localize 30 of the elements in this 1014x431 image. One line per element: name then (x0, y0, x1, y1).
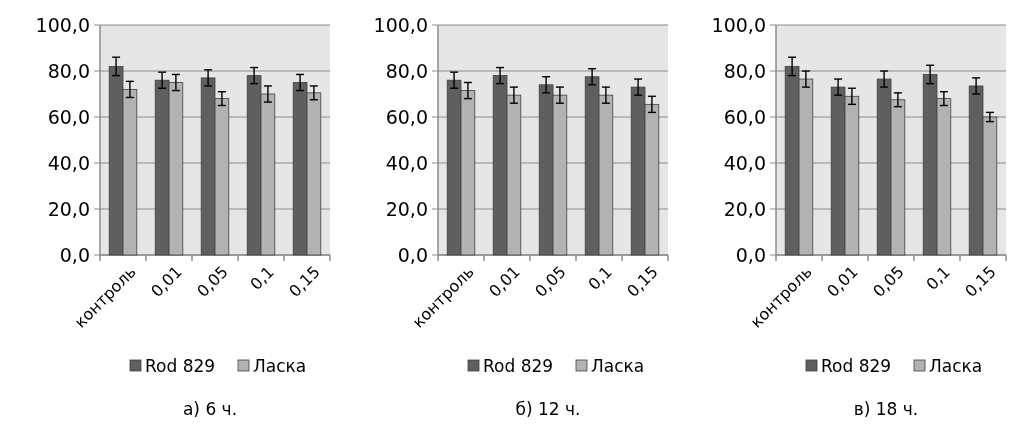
x-tick-label: 0,1 (246, 262, 278, 294)
y-tick-label: 100,0 (711, 13, 766, 36)
x-tick-label: 0,1 (584, 262, 616, 294)
y-tick-label: 20,0 (385, 197, 428, 220)
text: в) 18 ч. (853, 399, 919, 419)
legend-label: Ласка (591, 355, 645, 376)
legend-label: Ласка (253, 355, 307, 376)
legend-label: Rod 829 (145, 355, 216, 376)
y-tick-label: 100,0 (35, 13, 90, 36)
y-tick-label: 100,0 (373, 13, 428, 36)
y-tick-label: 80,0 (47, 59, 90, 82)
y-tick-label: 60,0 (385, 105, 428, 128)
y-tick-label: 20,0 (47, 197, 90, 220)
y-tick-label: 80,0 (385, 59, 428, 82)
y-tick-label: 80,0 (723, 59, 766, 82)
y-tick-label: 40,0 (723, 151, 766, 174)
legend-label: Ласка (929, 355, 983, 376)
y-tick-label: 0,0 (397, 243, 428, 266)
legend-label: Rod 829 (821, 355, 892, 376)
y-tick-label: 0,0 (59, 243, 90, 266)
y-tick-label: 40,0 (47, 151, 90, 174)
y-tick-label: 0,0 (735, 243, 766, 266)
y-tick-label: 60,0 (47, 105, 90, 128)
y-tick-label: 60,0 (723, 105, 766, 128)
x-tick-label: 0,1 (922, 262, 954, 294)
text: а) 6 ч. (182, 399, 238, 419)
y-tick-label: 40,0 (385, 151, 428, 174)
y-tick-label: 20,0 (723, 197, 766, 220)
text: б) 12 ч. (515, 399, 581, 419)
legend-label: Rod 829 (483, 355, 554, 376)
